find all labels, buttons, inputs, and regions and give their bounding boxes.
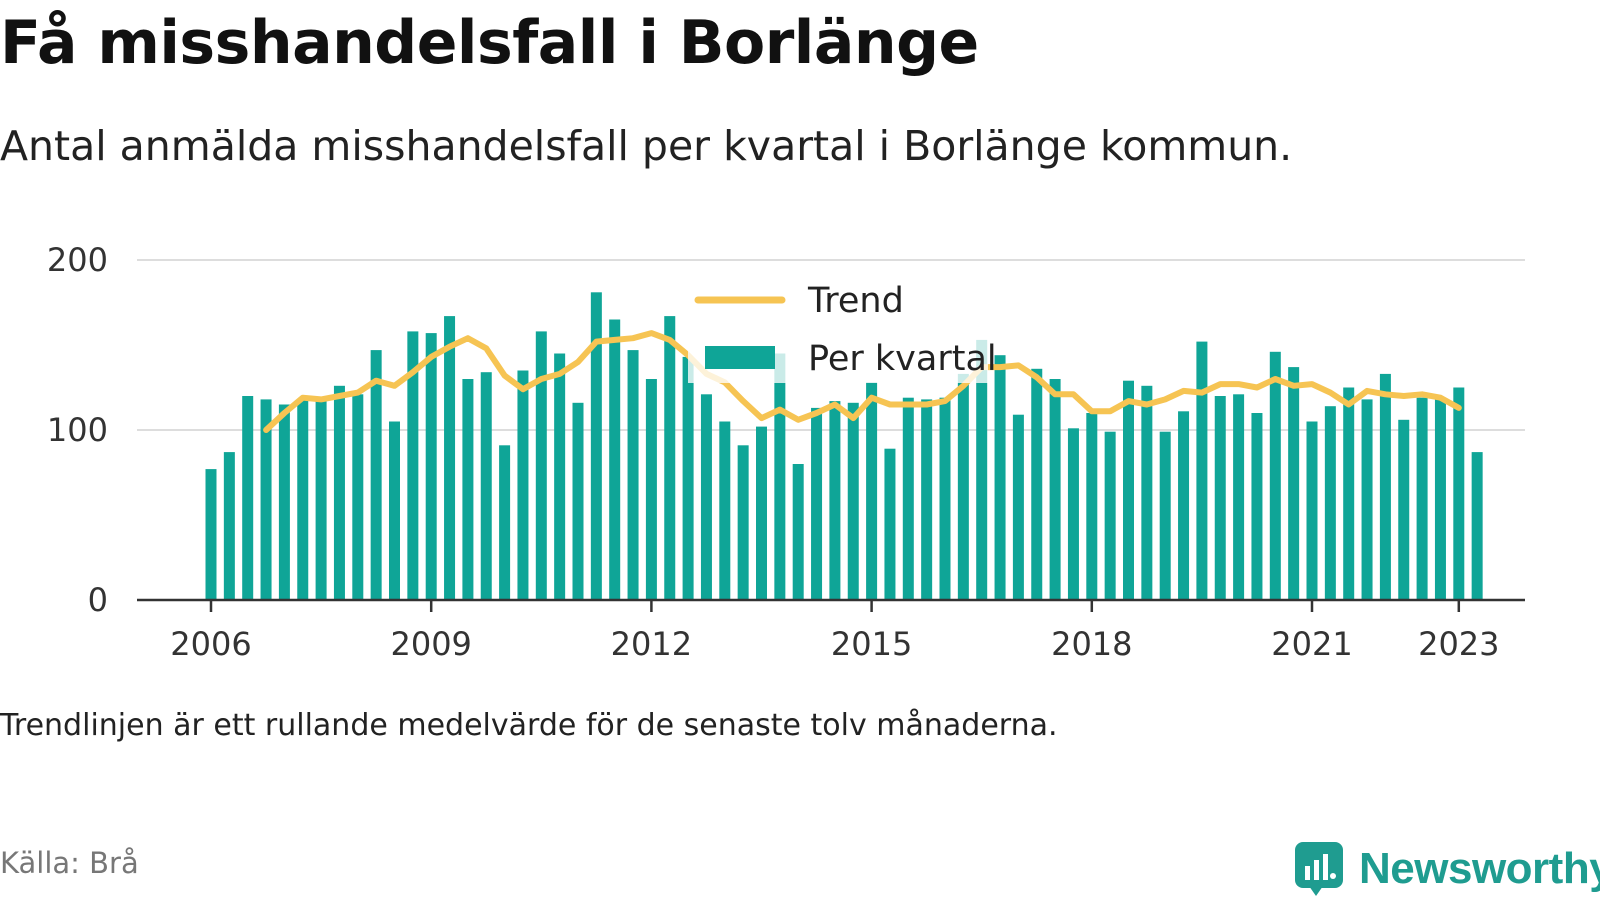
legend-bar-label: Per kvartal (808, 339, 997, 379)
bar (333, 385, 345, 600)
bar (737, 445, 749, 600)
bar (902, 397, 914, 600)
bar (682, 356, 694, 600)
bar (700, 394, 712, 600)
bar (1453, 387, 1465, 600)
brand-logo: Newsworthy (1293, 840, 1600, 898)
bar (1434, 397, 1446, 600)
bar (1416, 397, 1428, 600)
legend-trend-label: Trend (807, 281, 904, 321)
trend-line (263, 330, 1462, 433)
bar (1233, 394, 1245, 600)
bar (223, 452, 235, 600)
y-tick-label: 0 (88, 581, 108, 619)
bar (957, 373, 969, 600)
bar (389, 421, 400, 600)
bar (297, 399, 309, 600)
bar (260, 399, 272, 600)
bar (1012, 414, 1024, 600)
bar (1324, 406, 1336, 600)
x-tick-label: 2018 (1051, 625, 1132, 663)
bar (352, 394, 364, 600)
newsworthy-icon (1295, 842, 1343, 896)
bar (664, 316, 676, 600)
bar (756, 426, 767, 600)
y-tick-label: 200 (47, 241, 108, 279)
bar (205, 469, 217, 600)
bar (1178, 411, 1190, 600)
source-credit: Källa: Brå (0, 846, 139, 880)
legend-bar-swatch (705, 346, 775, 369)
x-tick-label: 2012 (611, 625, 692, 663)
x-tick-label: 2015 (831, 625, 912, 663)
brand-name: Newsworthy (1359, 844, 1600, 893)
bar (1049, 379, 1061, 600)
bar (1288, 367, 1300, 600)
bar (590, 292, 602, 600)
bar (242, 396, 254, 600)
bar (1104, 431, 1116, 600)
bar (847, 402, 859, 600)
bar (609, 319, 621, 600)
bar (572, 402, 584, 600)
bar (499, 445, 511, 600)
bar (1031, 368, 1043, 600)
bar (866, 382, 878, 600)
bar (645, 379, 657, 600)
bar (1123, 380, 1134, 600)
bar (462, 379, 474, 600)
bar (370, 350, 382, 600)
bar (278, 404, 290, 600)
bar (719, 421, 731, 600)
bar (554, 353, 566, 600)
bar (829, 401, 841, 600)
bar (811, 407, 823, 600)
bar-series (205, 292, 1483, 600)
bar (1067, 428, 1079, 600)
bar (517, 370, 529, 600)
bar (1379, 373, 1391, 600)
bar (1251, 413, 1263, 600)
x-tick-label: 2009 (390, 625, 471, 663)
y-tick-label: 100 (47, 411, 108, 449)
bar (444, 316, 456, 600)
x-tick-label: 2021 (1271, 625, 1352, 663)
bar (425, 333, 437, 600)
bar (884, 448, 896, 600)
bar (535, 331, 547, 600)
bar (1269, 351, 1281, 600)
bar (1306, 421, 1318, 600)
bar (1214, 396, 1226, 600)
bar (480, 372, 492, 600)
x-tick-label: 2023 (1418, 625, 1499, 663)
bar (1471, 452, 1483, 600)
trend-series (263, 330, 1462, 433)
bar (1141, 385, 1153, 600)
bar (1086, 413, 1098, 600)
bar (1196, 341, 1208, 600)
bar (627, 350, 639, 600)
axes: 0 100 200 2006 2009 2012 2015 2018 2021 2023 (47, 241, 1525, 663)
bar (1343, 387, 1355, 600)
bar (994, 355, 1006, 600)
footnote: Trendlinjen är ett rullande medelvärde f… (0, 708, 1058, 743)
bar (774, 353, 786, 600)
bar (315, 399, 327, 600)
bar (976, 339, 988, 600)
legend: Trend Per kvartal (688, 268, 997, 383)
x-tick-label: 2006 (170, 625, 251, 663)
bar (1361, 399, 1373, 600)
chart-subtitle: Antal anmälda misshandelsfall per kvarta… (0, 122, 1293, 170)
bar (939, 397, 951, 600)
bar (792, 464, 804, 600)
bar (407, 331, 419, 600)
bar (921, 399, 933, 600)
chart-title: Få misshandelsfall i Borlänge (0, 8, 979, 78)
bar (1159, 431, 1171, 600)
bar (1398, 419, 1410, 600)
